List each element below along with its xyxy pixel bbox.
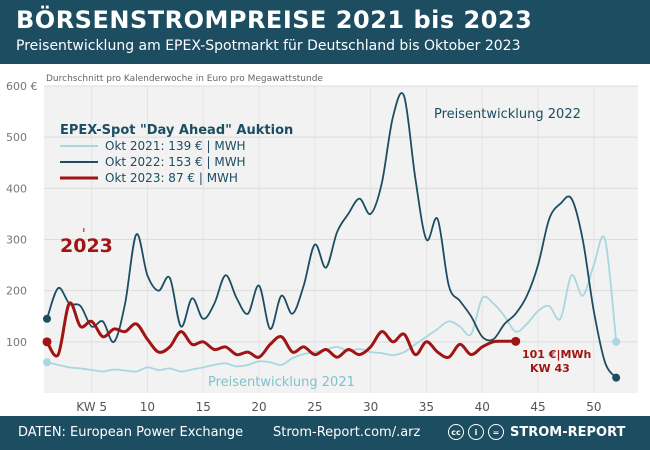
footer-link[interactable]: Strom-Report.com/.arz — [273, 425, 421, 440]
x-tick-label: 45 — [530, 400, 545, 414]
header-bar: BÖRSENSTROMPREISE 2021 bis 2023 Preisent… — [0, 0, 650, 64]
x-tick-label: 25 — [307, 400, 322, 414]
page-title: BÖRSENSTROMPREISE 2021 bis 2023 — [16, 6, 533, 34]
series-start-marker — [42, 337, 52, 347]
y-tick-label: 300 — [6, 234, 27, 247]
chart-note: Durchschnitt pro Kalenderwoche in Euro p… — [46, 74, 323, 84]
cc-icon: cc — [448, 424, 464, 440]
annotation-2021: Preisentwicklung 2021 — [208, 375, 355, 390]
x-tick-label: 35 — [419, 400, 434, 414]
series-end-marker — [511, 336, 521, 346]
y-tick-label: 600 € — [6, 80, 38, 93]
series-end-marker — [612, 373, 621, 382]
x-tick-label: 30 — [363, 400, 378, 414]
annotation-end-value: 101 €|MWh — [522, 348, 591, 361]
brand-name: STROM-REPORT — [510, 425, 626, 440]
annotation-end-week: KW 43 — [530, 362, 570, 375]
legend-entry: Okt 2023: 87 € | MWH — [105, 171, 238, 185]
y-tick-label: 200 — [6, 285, 27, 298]
footer-bar: DATEN: European Power Exchange Strom-Rep… — [0, 416, 650, 450]
x-tick-label: 40 — [475, 400, 490, 414]
series-start-marker — [43, 358, 51, 367]
legend-title: EPEX-Spot "Day Ahead" Auktion — [60, 123, 293, 138]
x-tick-label: 10 — [140, 400, 155, 414]
data-source: DATEN: European Power Exchange — [18, 425, 244, 440]
legend-entry: Okt 2021: 139 € | MWH — [105, 139, 246, 153]
annotation-2023: 2023 — [60, 235, 113, 257]
y-tick-label: 500 — [6, 131, 27, 144]
series-2022-line — [46, 92, 618, 379]
nd-icon: = — [488, 424, 504, 440]
line-chart: 100 200 300 400 500 600 € KW 5 10 15 20 25 30 35 40 45… — [6, 74, 638, 414]
x-tick-label: 50 — [586, 400, 601, 414]
series-end-marker — [612, 337, 621, 346]
series-2021-line — [46, 235, 618, 373]
page-subtitle: Preisentwicklung am EPEX-Spotmarkt für D… — [16, 38, 521, 54]
legend-entry: Okt 2022: 153 € | MWH — [105, 155, 246, 169]
y-tick-label: 400 — [6, 182, 27, 195]
y-tick-label: 100 — [6, 336, 27, 349]
annotation-2022: Preisentwicklung 2022 — [434, 107, 581, 122]
series-start-marker — [43, 314, 51, 323]
series-2023-line — [45, 301, 518, 359]
x-tick-label: KW 5 — [76, 400, 107, 414]
x-tick-label: 20 — [251, 400, 266, 414]
by-icon: i — [468, 424, 484, 440]
x-tick-label: 15 — [196, 400, 211, 414]
